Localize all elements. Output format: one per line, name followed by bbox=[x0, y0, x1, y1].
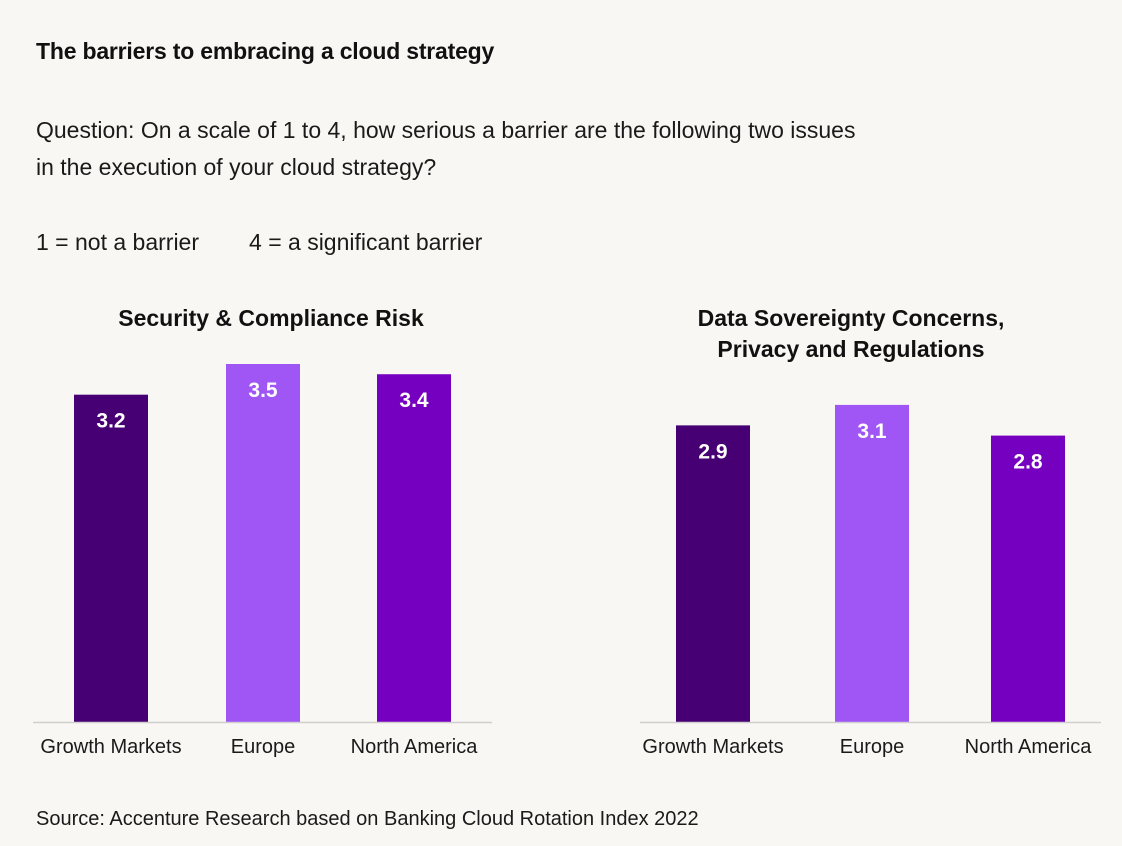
bar-growth-markets bbox=[74, 394, 148, 722]
bar-europe bbox=[226, 364, 300, 722]
bar-value-label: 2.8 bbox=[1013, 451, 1043, 474]
question-text: Question: On a scale of 1 to 4, how seri… bbox=[36, 112, 1036, 186]
bar-north-america bbox=[991, 435, 1065, 722]
source-note: Source: Accenture Research based on Bank… bbox=[36, 808, 699, 830]
chart-security-compliance: Security & Compliance Risk 3.2 Growth Mark… bbox=[33, 305, 492, 758]
bar-north-america bbox=[377, 374, 451, 722]
chart-data-sovereignty: Data Sovereignty Concerns, Privacy and Re… bbox=[640, 305, 1101, 758]
bar-value-label: 3.5 bbox=[248, 379, 278, 402]
chart-title-line: Privacy and Regulations bbox=[717, 336, 984, 362]
category-label: North America bbox=[965, 736, 1093, 758]
bar-value-label: 3.1 bbox=[857, 420, 887, 443]
scale-low-label: 1 = not a barrier bbox=[36, 229, 200, 255]
bar-value-label: 3.4 bbox=[399, 389, 429, 412]
category-label: Europe bbox=[840, 736, 905, 758]
category-label: North America bbox=[351, 736, 479, 758]
bar-value-label: 3.2 bbox=[96, 410, 125, 433]
question-line-2: in the execution of your cloud strategy? bbox=[36, 154, 437, 180]
scale-high-label: 4 = a significant barrier bbox=[249, 229, 483, 255]
chart-title-line: Security & Compliance Risk bbox=[118, 305, 424, 331]
bar-growth-markets bbox=[676, 425, 750, 722]
question-line-1: Question: On a scale of 1 to 4, how seri… bbox=[36, 117, 856, 143]
chart-title-line: Data Sovereignty Concerns, bbox=[698, 305, 1005, 331]
category-label: Growth Markets bbox=[40, 736, 181, 758]
category-label: Growth Markets bbox=[642, 736, 783, 758]
category-label: Europe bbox=[231, 736, 296, 758]
bar-europe bbox=[835, 404, 909, 722]
scale-legend: 1 = not a barrier 4 = a significant barri… bbox=[36, 229, 482, 256]
bar-value-label: 2.9 bbox=[698, 440, 727, 463]
page-title: The barriers to embracing a cloud strate… bbox=[36, 38, 495, 64]
